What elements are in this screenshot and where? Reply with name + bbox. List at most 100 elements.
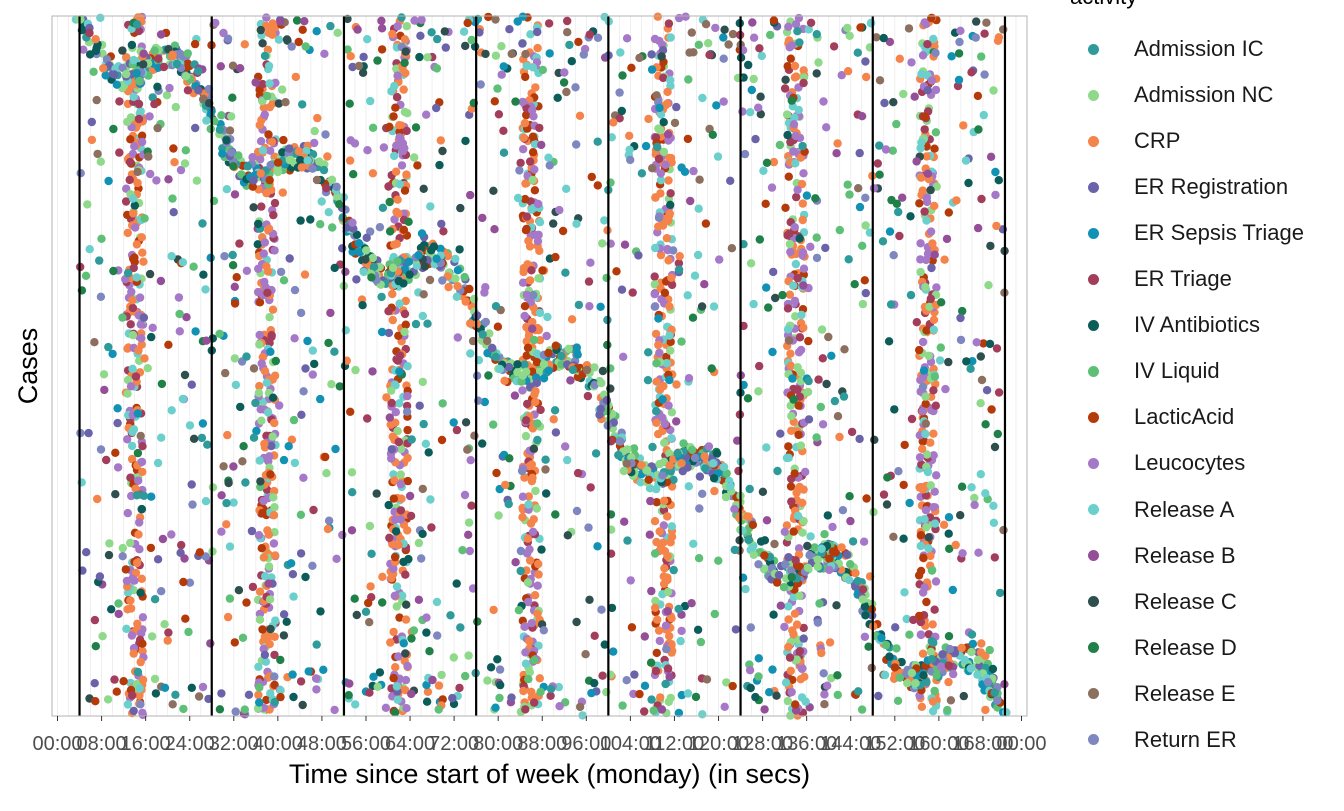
data-point: [654, 626, 664, 635]
legend-item: Admission NC: [1082, 72, 1273, 118]
data-point: [128, 194, 138, 203]
data-point: [394, 331, 403, 340]
data-point: [994, 33, 1004, 42]
data-point: [846, 516, 855, 526]
data-point: [563, 531, 572, 540]
data-point: [423, 53, 432, 62]
data-point: [663, 551, 672, 561]
data-point: [792, 655, 801, 664]
data-point: [249, 433, 259, 442]
data-point: [400, 186, 410, 195]
data-point: [406, 511, 416, 521]
data-point: [259, 553, 269, 562]
data-point: [929, 386, 938, 395]
data-point: [551, 252, 560, 262]
data-point: [918, 407, 927, 416]
data-point: [958, 306, 967, 316]
legend-key: [1082, 683, 1104, 705]
data-point: [794, 401, 803, 410]
data-point: [298, 700, 307, 710]
data-point: [767, 183, 777, 192]
data-point: [875, 170, 884, 179]
data-point: [759, 166, 768, 175]
data-point: [769, 267, 778, 277]
data-point: [851, 568, 860, 578]
data-point: [776, 601, 785, 610]
data-point: [98, 632, 107, 641]
data-point: [407, 435, 416, 444]
data-point: [545, 49, 554, 58]
data-point: [561, 442, 570, 451]
data-point: [96, 157, 106, 166]
data-point: [265, 176, 274, 185]
data-point: [525, 545, 534, 554]
data-point: [255, 698, 264, 707]
plot-border: [51, 15, 1028, 717]
data-point: [909, 615, 918, 625]
data-point: [758, 487, 768, 496]
data-point: [602, 396, 612, 405]
data-point: [598, 671, 607, 680]
data-point: [411, 319, 421, 329]
data-point: [518, 513, 527, 522]
data-point: [255, 456, 264, 465]
data-point: [764, 303, 773, 312]
data-point: [795, 38, 804, 47]
data-point: [394, 540, 403, 550]
data-point: [930, 250, 939, 259]
data-point: [922, 216, 931, 225]
data-point: [915, 611, 924, 621]
data-point: [799, 78, 808, 88]
data-point: [793, 363, 802, 372]
data-point: [944, 661, 953, 670]
data-point: [230, 638, 239, 647]
data-point: [803, 541, 812, 551]
data-point: [748, 18, 757, 27]
data-point: [390, 215, 399, 224]
data-point: [922, 677, 931, 686]
data-point: [134, 476, 143, 485]
data-point: [129, 92, 138, 102]
data-point: [862, 72, 871, 82]
data-point: [104, 342, 113, 352]
data-point: [593, 181, 602, 190]
data-point: [167, 530, 176, 539]
data-point: [534, 570, 543, 579]
data-point: [187, 683, 196, 692]
data-point: [643, 376, 653, 385]
data-point: [918, 373, 928, 382]
data-point: [465, 284, 474, 294]
data-point: [804, 376, 813, 386]
data-point: [387, 574, 396, 583]
data-point: [138, 613, 148, 622]
data-point: [771, 293, 780, 303]
legend-dot-icon: [1087, 642, 1099, 654]
data-point: [873, 159, 882, 168]
legend-label: Admission IC: [1134, 36, 1264, 61]
data-point: [680, 167, 690, 176]
data-point: [338, 530, 347, 540]
data-point: [650, 272, 659, 281]
data-point: [316, 394, 325, 404]
data-point: [416, 243, 426, 253]
data-point: [870, 435, 879, 444]
data-point: [664, 176, 673, 185]
data-point: [257, 359, 266, 368]
data-point: [593, 33, 603, 42]
data-point: [665, 302, 674, 311]
data-point: [832, 601, 841, 610]
data-point: [153, 123, 162, 133]
data-point: [520, 622, 529, 631]
data-point: [465, 546, 474, 556]
data-point: [273, 158, 283, 167]
data-point: [519, 133, 528, 142]
data-point: [987, 405, 996, 414]
data-point: [983, 677, 993, 687]
data-point: [385, 122, 394, 131]
data-point: [792, 192, 801, 202]
legend-dot-icon: [1087, 596, 1099, 608]
data-point: [154, 54, 163, 63]
data-point: [994, 176, 1003, 185]
data-point: [255, 587, 265, 596]
legend-item: Release C: [1082, 579, 1237, 625]
